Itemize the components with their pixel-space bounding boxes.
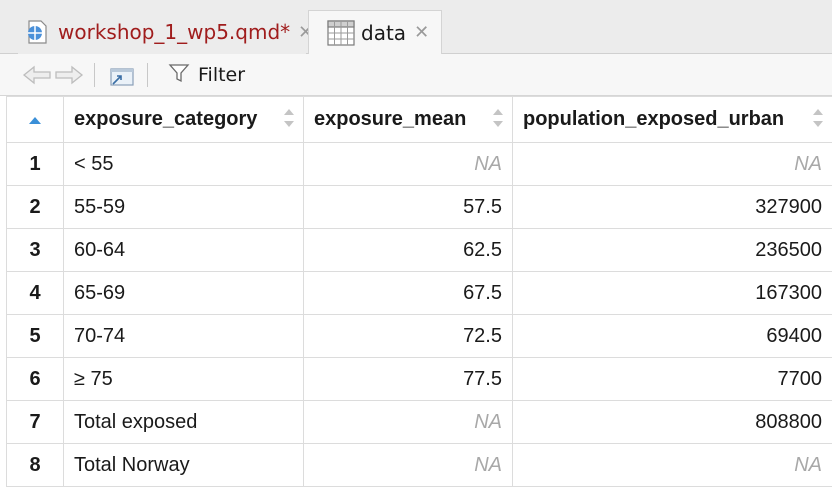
- cell-exposure-mean[interactable]: NA: [303, 400, 513, 444]
- cell-exposure-category[interactable]: < 55: [63, 142, 304, 186]
- cell-population-exposed-urban[interactable]: 69400: [512, 314, 832, 358]
- row-number: 2: [6, 185, 64, 229]
- row-number: 7: [6, 400, 64, 444]
- open-in-window-icon[interactable]: [107, 63, 137, 87]
- row-number-header[interactable]: [6, 96, 64, 143]
- cell-population-exposed-urban[interactable]: 167300: [512, 271, 832, 315]
- cell-population-exposed-urban[interactable]: NA: [512, 142, 832, 186]
- cell-exposure-category[interactable]: Total Norway: [63, 443, 304, 487]
- tab-label: data: [361, 20, 407, 45]
- toolbar-separator: [94, 62, 95, 87]
- row-number: 5: [6, 314, 64, 358]
- filter-label: Filter: [198, 63, 246, 86]
- table-row[interactable]: 8 Total Norway NA NA: [6, 443, 832, 487]
- quarto-document-icon: [24, 19, 50, 45]
- cell-population-exposed-urban[interactable]: 7700: [512, 357, 832, 401]
- editor-tab-bar: workshop_1_wp5.qmd* ✕ data ✕: [0, 0, 832, 54]
- table-row[interactable]: 5 70-74 72.5 69400: [6, 314, 832, 358]
- sort-icon: [813, 109, 823, 127]
- cell-population-exposed-urban[interactable]: 236500: [512, 228, 832, 272]
- cell-exposure-mean[interactable]: NA: [303, 443, 513, 487]
- tab-data[interactable]: data ✕: [308, 10, 442, 54]
- cell-exposure-category[interactable]: 70-74: [63, 314, 304, 358]
- cell-exposure-mean[interactable]: 72.5: [303, 314, 513, 358]
- cell-exposure-mean[interactable]: 62.5: [303, 228, 513, 272]
- row-number: 6: [6, 357, 64, 401]
- column-header-label: population_exposed_urban: [523, 108, 785, 130]
- table-row[interactable]: 3 60-64 62.5 236500: [6, 228, 832, 272]
- row-number: 3: [6, 228, 64, 272]
- column-header-label: exposure_mean: [314, 108, 467, 130]
- data-grid-icon: [327, 19, 355, 46]
- cell-exposure-mean[interactable]: 57.5: [303, 185, 513, 229]
- table-row[interactable]: 2 55-59 57.5 327900: [6, 185, 832, 229]
- table-row[interactable]: 7 Total exposed NA 808800: [6, 400, 832, 444]
- cell-exposure-category[interactable]: 65-69: [63, 271, 304, 315]
- header-row: exposure_category exposure_mean populati…: [6, 96, 832, 143]
- cell-exposure-category[interactable]: 60-64: [63, 228, 304, 272]
- row-number: 1: [6, 142, 64, 186]
- row-number: 4: [6, 271, 64, 315]
- cell-exposure-mean[interactable]: NA: [303, 142, 513, 186]
- cell-population-exposed-urban[interactable]: NA: [512, 443, 832, 487]
- column-header-label: exposure_category: [74, 108, 258, 130]
- column-header-exposure-mean[interactable]: exposure_mean: [303, 96, 513, 143]
- sort-icon: [493, 109, 503, 127]
- toolbar-separator: [147, 62, 148, 87]
- cell-exposure-mean[interactable]: 77.5: [303, 357, 513, 401]
- cell-population-exposed-urban[interactable]: 327900: [512, 185, 832, 229]
- cell-exposure-category[interactable]: 55-59: [63, 185, 304, 229]
- cell-population-exposed-urban[interactable]: 808800: [512, 400, 832, 444]
- tab-workshop-qmd[interactable]: workshop_1_wp5.qmd* ✕: [18, 10, 313, 54]
- sort-icon: [284, 109, 294, 127]
- cell-exposure-category[interactable]: ≥ 75: [63, 357, 304, 401]
- sort-ascending-icon: [29, 117, 41, 124]
- cell-exposure-mean[interactable]: 67.5: [303, 271, 513, 315]
- cell-exposure-category[interactable]: Total exposed: [63, 400, 304, 444]
- column-header-exposure-category[interactable]: exposure_category: [63, 96, 304, 143]
- table-row[interactable]: 4 65-69 67.5 167300: [6, 271, 832, 315]
- filter-icon: [168, 62, 190, 88]
- forward-arrow-icon[interactable]: [54, 64, 84, 86]
- table-row[interactable]: 1 < 55 NA NA: [6, 142, 832, 186]
- back-arrow-icon[interactable]: [22, 64, 52, 86]
- row-number: 8: [6, 443, 64, 487]
- table-row[interactable]: 6 ≥ 75 77.5 7700: [6, 357, 832, 401]
- tab-label: workshop_1_wp5.qmd*: [58, 20, 291, 44]
- filter-button[interactable]: Filter: [168, 62, 245, 88]
- data-table: exposure_category exposure_mean populati…: [6, 96, 832, 487]
- close-tab-icon[interactable]: ✕: [414, 22, 430, 43]
- data-viewer-toolbar: Filter: [0, 54, 832, 96]
- column-header-population-exposed-urban[interactable]: population_exposed_urban: [512, 96, 832, 143]
